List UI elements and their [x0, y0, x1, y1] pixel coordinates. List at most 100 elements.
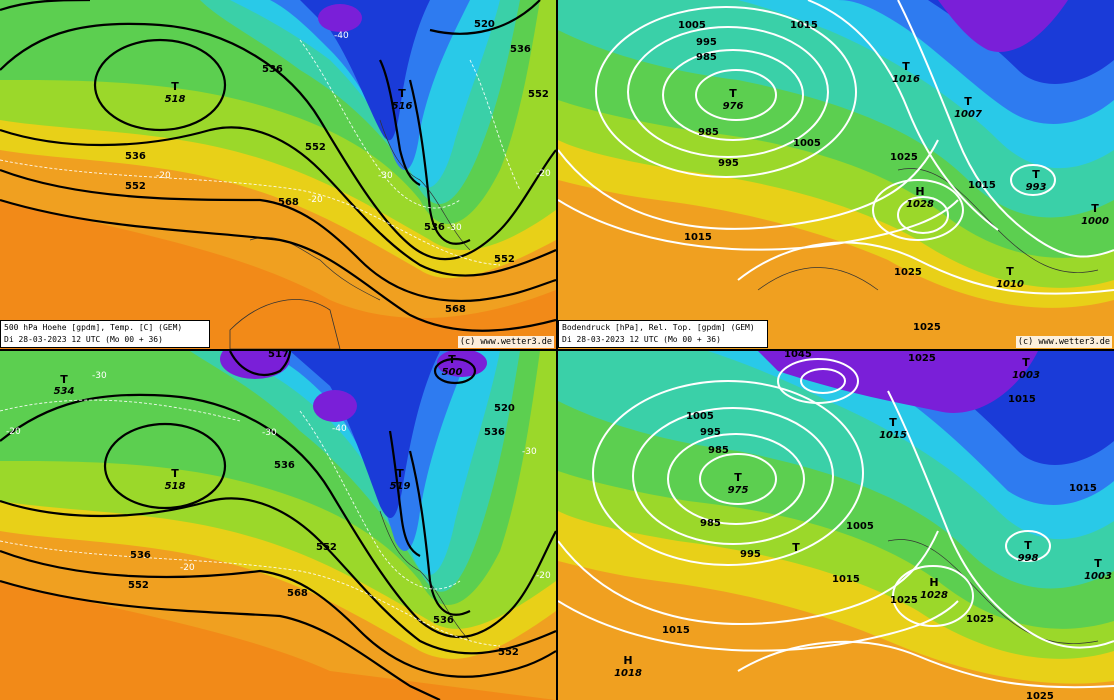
temp-label: -30: [92, 371, 107, 381]
contour-label: 552: [128, 580, 149, 591]
isobar-label: 1015: [832, 574, 860, 585]
contour-label: 568: [278, 197, 299, 208]
contour-label: 536: [484, 427, 505, 438]
isobar-label: 995: [700, 427, 721, 438]
isobar-label: 1025: [894, 267, 922, 278]
low-value: 500: [442, 367, 463, 378]
panel-surface-top: T 976 H 1028 T 1016 T 1007 T 993 T 1010 …: [558, 0, 1114, 349]
contour-label: 517: [268, 351, 289, 360]
contour-label: 552: [125, 181, 146, 192]
isobar-label: 1025: [908, 353, 936, 364]
high-symbol: H: [915, 185, 924, 198]
contour-label: 568: [287, 588, 308, 599]
high-symbol: H: [929, 576, 938, 589]
isobar-label: 1025: [890, 595, 918, 606]
caption-title: Bodendruck [hPa], Rel. Top. [gpdm] (GEM): [562, 323, 755, 332]
low-symbol: T: [1024, 539, 1032, 552]
low-value: 516: [392, 101, 413, 112]
isobar-label: 1015: [968, 180, 996, 191]
isobar-label: 1015: [790, 20, 818, 31]
low-symbol: T: [396, 467, 404, 480]
caption-date: Di 28-03-2023 12 UTC (Mo 00 + 36): [4, 335, 163, 344]
low-symbol: T: [1091, 202, 1099, 215]
low-value: 1015: [879, 430, 907, 441]
low-value: 518: [165, 94, 186, 105]
low-value: 998: [1018, 553, 1039, 564]
caption-date: Di 28-03-2023 12 UTC (Mo 00 + 36): [562, 335, 721, 344]
contour-label: 520: [494, 403, 515, 414]
high-value: 1028: [920, 590, 948, 601]
temp-label: -20: [180, 563, 195, 573]
contour-label: 536: [130, 550, 151, 561]
low-symbol: T: [902, 60, 910, 73]
low-value: 1016: [892, 74, 920, 85]
isobar-label: 995: [740, 549, 761, 560]
pressure-map: T 975 H 1028 H 1018 T 1015 T 998 T 1003 …: [558, 351, 1114, 700]
isobar-label: 1025: [966, 614, 994, 625]
low-symbol: T: [1022, 356, 1030, 369]
isobar-label: 1015: [1069, 483, 1097, 494]
isobar-label: 1005: [846, 521, 874, 532]
contour-label: 568: [445, 304, 466, 315]
panel-surface-bottom: T 975 H 1028 H 1018 T 1015 T 998 T 1003 …: [558, 351, 1114, 700]
caption-title: 500 hPa Hoehe [gpdm], Temp. [C] (GEM): [4, 323, 183, 332]
contour-label: 552: [305, 142, 326, 153]
contour-label: 536: [274, 460, 295, 471]
isobar-label: 985: [698, 127, 719, 138]
high-symbol: H: [623, 654, 632, 667]
panel-500hpa-top: T 518 T 516 536 552 568 520 536 552 568 …: [0, 0, 556, 349]
temp-label: -30: [522, 447, 537, 457]
copyright-text: (c) www.wetter3.de: [457, 336, 554, 348]
low-value: 975: [728, 485, 749, 496]
panel-500hpa-bottom: T 518 T 519 T 500 T 534 517 536 536 552 …: [0, 351, 556, 700]
map-caption: 500 hPa Hoehe [gpdm], Temp. [C] (GEM) Di…: [0, 320, 210, 348]
map-caption: Bodendruck [hPa], Rel. Top. [gpdm] (GEM)…: [558, 320, 768, 348]
low-value: 1010: [996, 279, 1024, 290]
low-value: 993: [1026, 182, 1047, 193]
isobar-label: 985: [696, 52, 717, 63]
temp-label: -30: [262, 428, 277, 438]
low-symbol: T: [1032, 168, 1040, 181]
isobar-label: 1015: [684, 232, 712, 243]
isobar-label: 995: [718, 158, 739, 169]
low-symbol: T: [171, 80, 179, 93]
geopotential-map: T 518 T 519 T 500 T 534 517 536 536 552 …: [0, 351, 556, 700]
isobar-label: 1025: [1026, 691, 1054, 700]
low-value: 1007: [954, 109, 982, 120]
low-symbol: T: [792, 541, 800, 554]
low-symbol: T: [171, 467, 179, 480]
low-symbol: T: [398, 87, 406, 100]
isobar-label: 1025: [913, 322, 941, 333]
isobar-label: 995: [696, 37, 717, 48]
isobar-label: 985: [700, 518, 721, 529]
temp-label: -20: [308, 195, 323, 205]
high-value: 1028: [906, 199, 934, 210]
low-value: 518: [165, 481, 186, 492]
low-symbol: T: [1094, 557, 1102, 570]
isobar-label: 1005: [678, 20, 706, 31]
contour-label: 552: [316, 542, 337, 553]
temp-label: -40: [334, 31, 349, 41]
low-value: 1003: [1012, 370, 1040, 381]
high-value: 1018: [614, 668, 642, 679]
contour-label: 536: [433, 615, 454, 626]
isobar-label: 1015: [1008, 394, 1036, 405]
low-symbol: T: [60, 373, 68, 386]
contour-label: 520: [474, 19, 495, 30]
isobar-label: 1015: [662, 625, 690, 636]
temp-label: -40: [332, 424, 347, 434]
temp-label: -20: [536, 169, 551, 179]
contour-label: 536: [424, 222, 445, 233]
temp-label: -30: [378, 171, 393, 181]
contour-label: 536: [510, 44, 531, 55]
low-value: 1003: [1084, 571, 1112, 582]
isobar-label: 1045: [784, 351, 812, 360]
low-value: 1000: [1081, 216, 1109, 227]
geopotential-map: T 518 T 516 536 552 568 520 536 552 568 …: [0, 0, 556, 349]
panel-divider-horizontal: [0, 349, 1114, 351]
low-symbol: T: [964, 95, 972, 108]
contour-label: 536: [125, 151, 146, 162]
temp-label: -30: [447, 223, 462, 233]
contour-label: 536: [262, 64, 283, 75]
low-value: 534: [54, 386, 75, 397]
